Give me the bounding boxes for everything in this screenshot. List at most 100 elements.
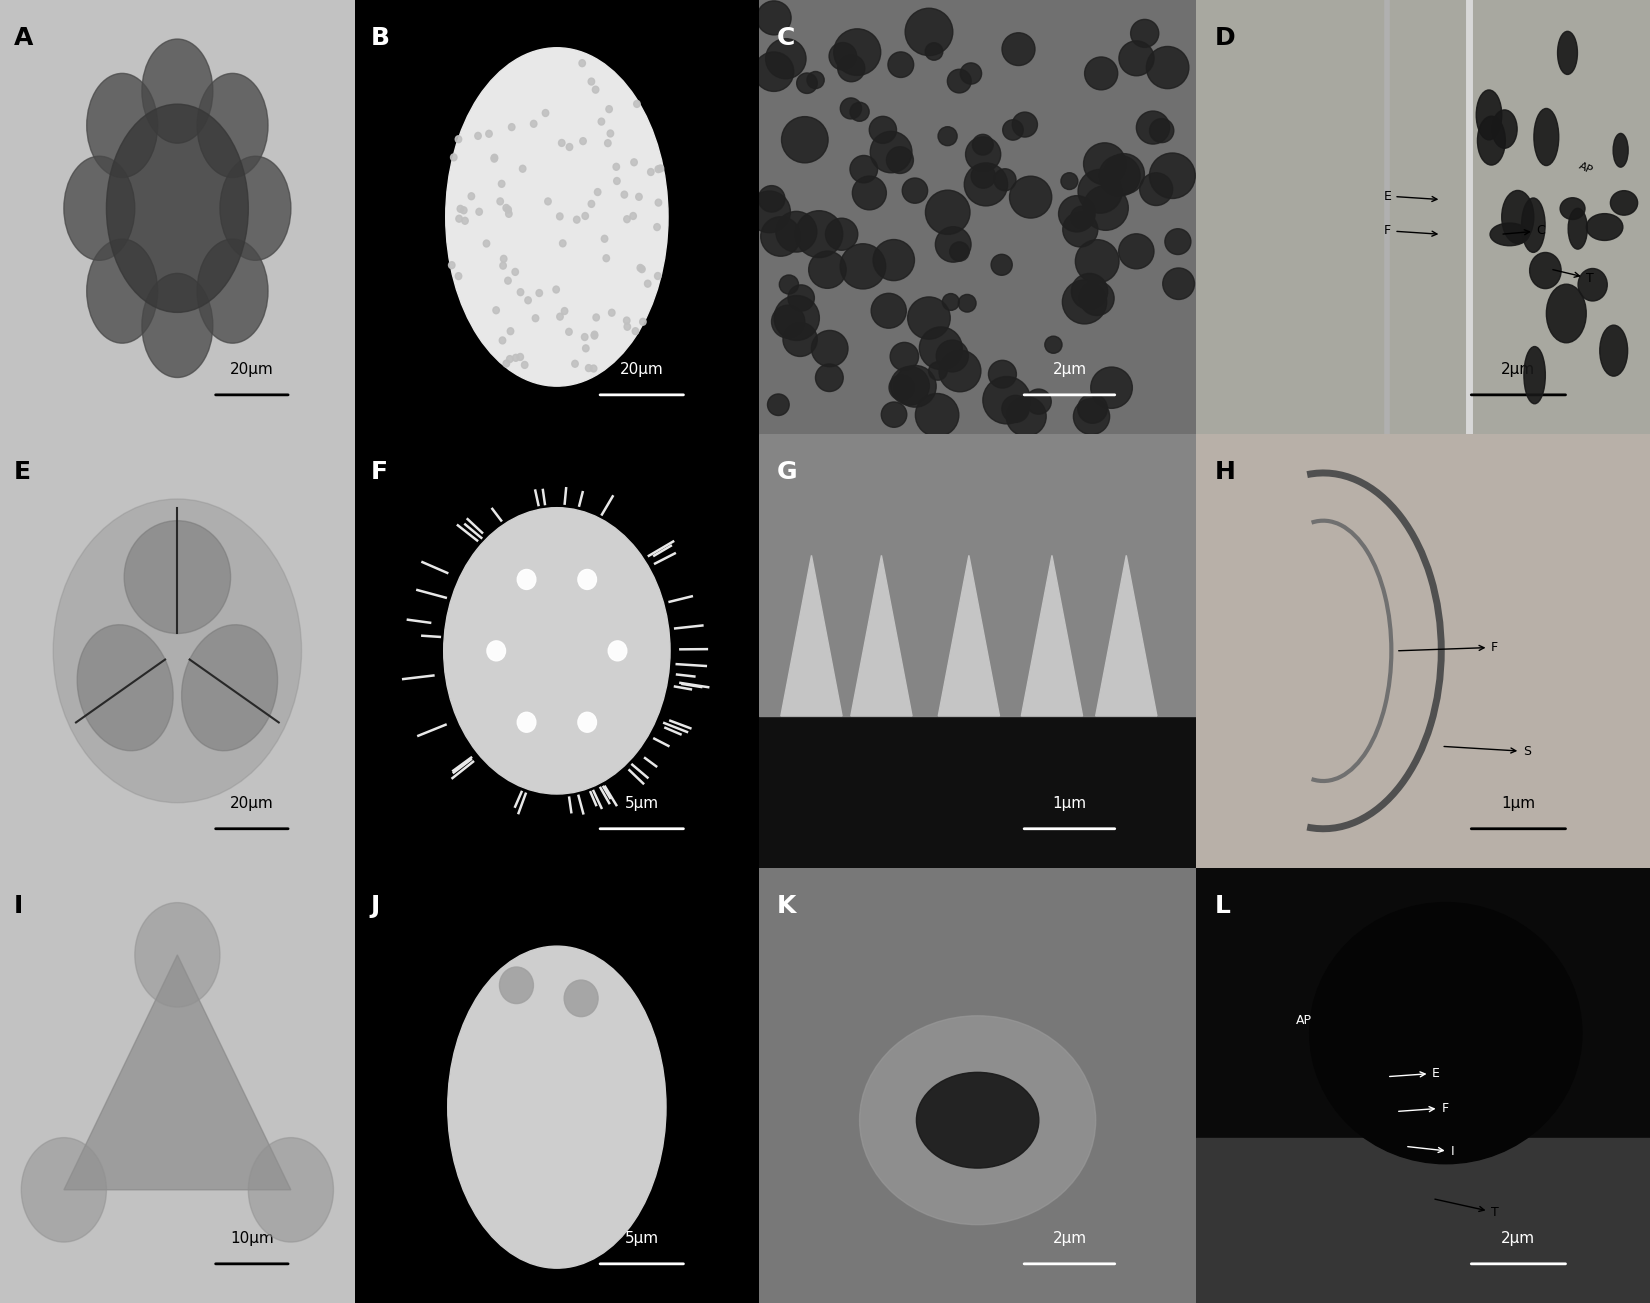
Circle shape [1077,394,1107,423]
Ellipse shape [860,1016,1096,1225]
Circle shape [620,192,627,198]
Circle shape [609,309,615,317]
Polygon shape [64,955,290,1190]
Ellipse shape [64,156,135,261]
Circle shape [521,361,528,369]
Circle shape [992,254,1011,275]
Circle shape [761,216,800,257]
Circle shape [870,132,912,173]
Circle shape [556,212,563,220]
Ellipse shape [447,946,667,1268]
Circle shape [53,499,302,803]
Text: J: J [371,894,380,917]
Text: F: F [371,460,388,483]
Circle shape [624,323,630,330]
Circle shape [604,139,610,147]
Text: C: C [1503,224,1546,237]
Ellipse shape [1610,190,1638,215]
Circle shape [516,569,536,589]
Circle shape [889,375,914,400]
Circle shape [1077,169,1122,214]
Circle shape [578,569,597,589]
Circle shape [903,179,927,203]
Circle shape [807,72,825,89]
Ellipse shape [142,274,213,378]
Circle shape [754,52,794,91]
Circle shape [1003,120,1023,141]
Circle shape [587,78,594,85]
Circle shape [640,318,647,326]
Circle shape [498,180,505,188]
Text: 2μm: 2μm [1502,1231,1536,1247]
Circle shape [574,216,581,223]
Circle shape [873,240,914,280]
Circle shape [578,713,597,732]
Circle shape [500,967,533,1003]
Text: K: K [777,894,795,917]
Ellipse shape [124,521,231,633]
Circle shape [559,240,566,246]
Circle shape [553,287,559,293]
Circle shape [607,130,614,137]
Circle shape [602,255,609,262]
Circle shape [516,713,536,732]
Text: L: L [1214,894,1231,917]
Circle shape [516,353,523,361]
Circle shape [891,366,929,405]
Circle shape [460,207,467,214]
Text: A: A [15,26,33,50]
Text: 20μm: 20μm [229,796,274,812]
Circle shape [599,119,604,125]
Text: 20μm: 20μm [229,362,274,378]
Circle shape [655,199,662,206]
Text: 1μm: 1μm [1502,796,1536,812]
Circle shape [784,322,817,357]
Circle shape [1063,280,1107,324]
Circle shape [594,189,601,195]
Circle shape [1137,111,1170,145]
Ellipse shape [219,156,290,261]
Circle shape [483,240,490,248]
Circle shape [505,278,512,284]
Circle shape [795,211,843,258]
Circle shape [497,198,503,205]
Circle shape [573,361,578,367]
Circle shape [455,272,462,280]
Ellipse shape [1477,90,1502,139]
Bar [759,434,1196,715]
Ellipse shape [1530,253,1561,288]
Circle shape [850,102,870,121]
Circle shape [926,43,942,60]
Circle shape [1074,399,1110,435]
Circle shape [579,138,586,145]
Ellipse shape [1534,108,1559,165]
Circle shape [965,137,1002,172]
Circle shape [1002,33,1035,65]
Text: E: E [15,460,31,483]
Ellipse shape [916,1072,1040,1167]
Circle shape [492,155,498,162]
Text: I: I [1407,1145,1454,1158]
Circle shape [505,210,512,218]
Circle shape [637,265,644,271]
Ellipse shape [1477,116,1505,165]
Ellipse shape [78,624,173,751]
Circle shape [797,73,817,94]
Text: D: D [1214,26,1234,50]
Circle shape [500,337,505,344]
Text: G: G [777,460,797,483]
Circle shape [601,236,607,242]
Ellipse shape [87,73,158,177]
Circle shape [766,39,807,78]
Circle shape [507,356,513,362]
Circle shape [889,343,919,370]
Circle shape [950,242,969,261]
Circle shape [939,126,957,146]
Circle shape [1310,903,1582,1164]
Ellipse shape [1546,284,1586,343]
Ellipse shape [1586,214,1624,241]
Circle shape [1011,112,1038,137]
Polygon shape [1096,555,1157,715]
Circle shape [591,365,597,371]
Circle shape [624,317,630,324]
